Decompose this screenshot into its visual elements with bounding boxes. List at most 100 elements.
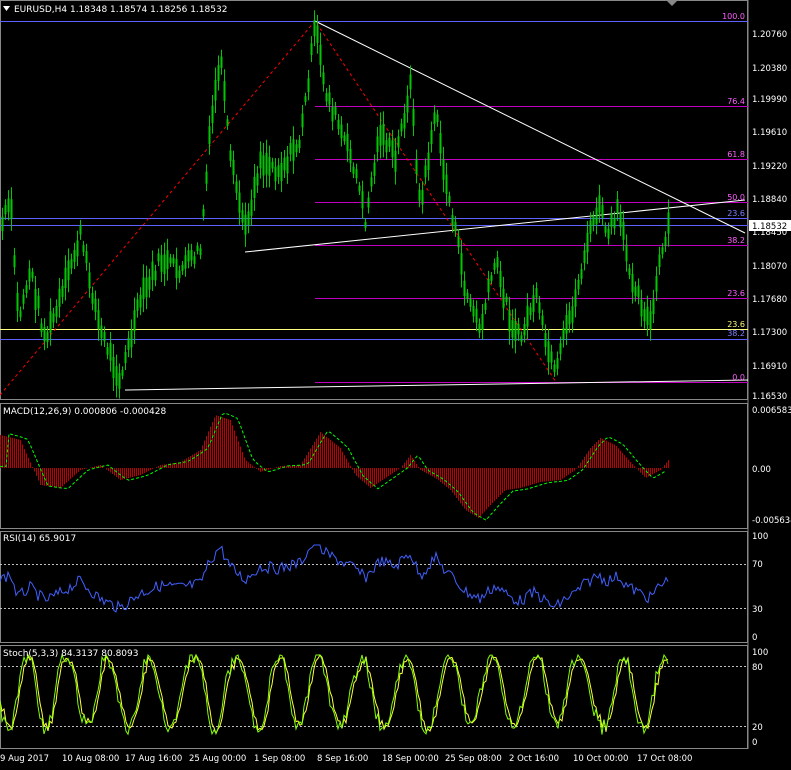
trend-line-mid bbox=[244, 199, 746, 253]
price-tick: 1.19990 bbox=[752, 95, 787, 105]
fib-label-38-2-lower: 38.2 bbox=[727, 329, 745, 338]
candle-body bbox=[481, 313, 484, 330]
candle-body bbox=[82, 245, 85, 252]
candle-body bbox=[274, 166, 277, 182]
candle-body bbox=[625, 244, 628, 262]
candle-body bbox=[337, 119, 340, 130]
shift-marker-icon[interactable] bbox=[666, 0, 678, 6]
candle-body bbox=[646, 306, 649, 325]
candle-body bbox=[4, 204, 7, 215]
candle-body bbox=[199, 248, 202, 256]
candle-body bbox=[322, 72, 325, 85]
candle-body bbox=[124, 351, 127, 364]
candle-body bbox=[418, 189, 421, 201]
candle-body bbox=[403, 113, 406, 129]
candle-body bbox=[157, 253, 160, 262]
fib-label-38-2: 38.2 bbox=[727, 236, 745, 245]
rsi-panel-frame[interactable] bbox=[0, 531, 748, 643]
candle-body bbox=[160, 255, 163, 272]
price-tick: 1.16910 bbox=[752, 362, 787, 372]
candle-body bbox=[286, 156, 289, 174]
candle-body bbox=[559, 343, 562, 354]
candle-body bbox=[355, 169, 358, 179]
candle-body bbox=[535, 288, 538, 298]
price-tick: 1.19220 bbox=[752, 162, 787, 172]
candle-body bbox=[598, 195, 601, 213]
candle-body bbox=[163, 254, 166, 274]
candle-body bbox=[397, 136, 400, 148]
candle-body bbox=[205, 171, 208, 184]
candle-body bbox=[655, 276, 658, 292]
rsi-indicator bbox=[0, 544, 748, 613]
candle-body bbox=[457, 236, 460, 248]
candle-body bbox=[121, 369, 124, 376]
candle-body bbox=[211, 105, 214, 124]
candle-body bbox=[142, 277, 145, 299]
candle-body bbox=[127, 338, 130, 350]
candle-body bbox=[532, 295, 535, 312]
candle-body bbox=[235, 181, 238, 193]
candle-body bbox=[16, 292, 19, 312]
time-tick: 25 Aug 00:00 bbox=[189, 754, 246, 764]
candle-body bbox=[664, 236, 667, 247]
candle-body bbox=[88, 272, 91, 289]
macd-panel-frame[interactable] bbox=[0, 403, 748, 529]
candle-body bbox=[427, 152, 430, 170]
stochastic-indicator bbox=[0, 653, 748, 736]
price-tick: 1.18070 bbox=[752, 262, 787, 272]
candle-body bbox=[511, 320, 514, 338]
candle-body bbox=[103, 332, 106, 342]
candle-body bbox=[316, 25, 319, 43]
candle-body bbox=[223, 81, 226, 101]
candle-body bbox=[433, 112, 436, 125]
candle-body bbox=[52, 313, 55, 323]
candle-body bbox=[487, 279, 490, 293]
candle-body bbox=[328, 92, 331, 105]
candle-body bbox=[217, 65, 220, 81]
candle-body bbox=[166, 250, 169, 270]
candle-body bbox=[592, 216, 595, 226]
candle-body bbox=[505, 296, 508, 303]
macd-indicator bbox=[0, 412, 669, 521]
candle-body bbox=[115, 366, 118, 386]
candle-body bbox=[472, 305, 475, 317]
candle-body bbox=[187, 250, 190, 262]
candle-body bbox=[643, 309, 646, 322]
zigzag-line bbox=[0, 20, 557, 396]
candle-body bbox=[517, 324, 520, 335]
candle-body bbox=[130, 329, 133, 348]
candle-body bbox=[652, 299, 655, 315]
candle-body bbox=[13, 255, 16, 268]
candle-body bbox=[412, 108, 415, 126]
candle-body bbox=[265, 152, 268, 175]
candle-body bbox=[346, 133, 349, 152]
fib-label-23-6-upper: 23.6 bbox=[727, 209, 745, 218]
candle-body bbox=[634, 286, 637, 296]
symbol-dropdown-icon[interactable] bbox=[3, 6, 10, 11]
candle-body bbox=[577, 279, 580, 290]
candle-body bbox=[421, 190, 424, 205]
candle-body bbox=[388, 137, 391, 147]
candle-body bbox=[256, 173, 259, 186]
candle-body bbox=[181, 264, 184, 272]
candle-body bbox=[178, 270, 181, 279]
candle-body bbox=[148, 276, 151, 290]
candle-body bbox=[406, 95, 409, 113]
candle-body bbox=[118, 373, 121, 389]
candle-body bbox=[301, 113, 304, 128]
candle-body bbox=[76, 240, 79, 257]
price-tick: 1.20760 bbox=[752, 30, 787, 40]
candle-body bbox=[490, 275, 493, 281]
candle-body bbox=[379, 125, 382, 146]
price-tick: 1.17300 bbox=[752, 328, 787, 338]
candle-body bbox=[112, 356, 115, 379]
candle-body bbox=[607, 228, 610, 239]
candle-body bbox=[310, 43, 313, 56]
rsi-tick: 70 bbox=[752, 560, 763, 570]
candle-body bbox=[196, 245, 199, 252]
candle-body bbox=[208, 126, 211, 144]
candle-body bbox=[586, 232, 589, 253]
candle-body bbox=[220, 56, 223, 68]
candle-body bbox=[574, 289, 577, 307]
